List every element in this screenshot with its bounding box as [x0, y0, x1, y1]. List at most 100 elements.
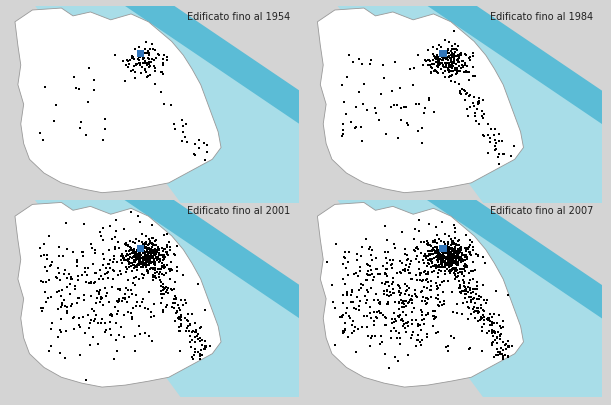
Point	[455, 59, 464, 66]
Point	[350, 324, 360, 330]
Point	[158, 71, 167, 77]
Point	[89, 334, 98, 341]
Point	[400, 325, 410, 331]
Point	[455, 249, 465, 255]
Point	[452, 247, 461, 254]
Point	[382, 292, 392, 298]
Point	[461, 232, 471, 238]
Point	[387, 286, 397, 293]
Point	[466, 104, 475, 110]
Point	[393, 281, 403, 288]
Point	[150, 247, 160, 254]
Point	[433, 70, 443, 76]
Point	[437, 244, 447, 250]
Point	[362, 297, 372, 303]
Point	[133, 247, 142, 254]
Point	[491, 352, 501, 358]
Point	[163, 290, 173, 296]
Point	[150, 259, 160, 265]
Point	[453, 251, 463, 257]
Point	[494, 161, 503, 167]
Point	[416, 289, 426, 296]
Point	[195, 335, 205, 341]
Point	[442, 48, 452, 55]
Point	[349, 328, 359, 334]
Point	[145, 72, 155, 78]
Point	[490, 330, 500, 336]
Point	[133, 299, 142, 305]
Point	[157, 69, 167, 75]
Point	[412, 253, 422, 259]
Point	[482, 297, 492, 304]
Point	[125, 254, 134, 260]
Point	[131, 257, 141, 263]
Point	[141, 60, 150, 66]
Point	[425, 241, 435, 248]
Point	[441, 247, 450, 253]
Point	[97, 295, 106, 301]
Point	[149, 312, 159, 319]
Point	[507, 343, 517, 350]
Point	[472, 305, 481, 311]
Point	[154, 252, 164, 259]
Point	[123, 294, 133, 301]
Point	[449, 28, 459, 34]
Point	[458, 64, 467, 70]
Point	[431, 253, 441, 260]
Point	[141, 259, 150, 266]
Point	[448, 62, 458, 69]
Point	[438, 51, 448, 58]
Point	[40, 252, 49, 259]
Point	[492, 146, 502, 153]
Point	[490, 329, 500, 336]
Point	[127, 55, 137, 62]
Point	[365, 57, 375, 63]
Point	[108, 312, 117, 319]
Point	[465, 242, 475, 248]
Point	[140, 50, 150, 56]
Point	[443, 60, 453, 66]
Point	[391, 328, 401, 334]
Point	[381, 322, 390, 328]
Point	[444, 258, 454, 264]
Point	[98, 251, 108, 257]
Point	[447, 248, 457, 254]
Point	[126, 262, 136, 269]
Point	[140, 305, 150, 311]
Point	[449, 253, 459, 260]
Point	[371, 309, 381, 315]
Point	[132, 266, 142, 273]
Point	[122, 252, 131, 258]
Point	[444, 247, 454, 254]
Point	[396, 297, 406, 304]
Point	[378, 339, 387, 345]
Point	[420, 298, 430, 304]
Polygon shape	[318, 8, 524, 193]
Point	[421, 58, 431, 64]
Point	[440, 267, 450, 274]
Point	[131, 249, 141, 255]
Point	[134, 254, 144, 261]
Point	[120, 294, 130, 301]
Point	[474, 293, 483, 300]
Point	[67, 274, 76, 281]
Point	[62, 307, 72, 314]
Point	[454, 254, 464, 260]
Point	[437, 57, 447, 64]
Point	[442, 260, 452, 267]
Point	[425, 251, 434, 257]
Point	[460, 264, 470, 270]
Point	[57, 302, 67, 308]
Point	[409, 82, 419, 89]
Point	[133, 56, 142, 62]
Point	[449, 248, 459, 255]
Point	[147, 235, 157, 241]
Point	[340, 255, 349, 262]
Point	[434, 255, 444, 261]
Point	[362, 277, 371, 284]
Point	[139, 242, 149, 249]
Point	[166, 268, 175, 274]
Point	[77, 271, 87, 278]
Point	[347, 286, 357, 293]
Point	[441, 264, 450, 271]
